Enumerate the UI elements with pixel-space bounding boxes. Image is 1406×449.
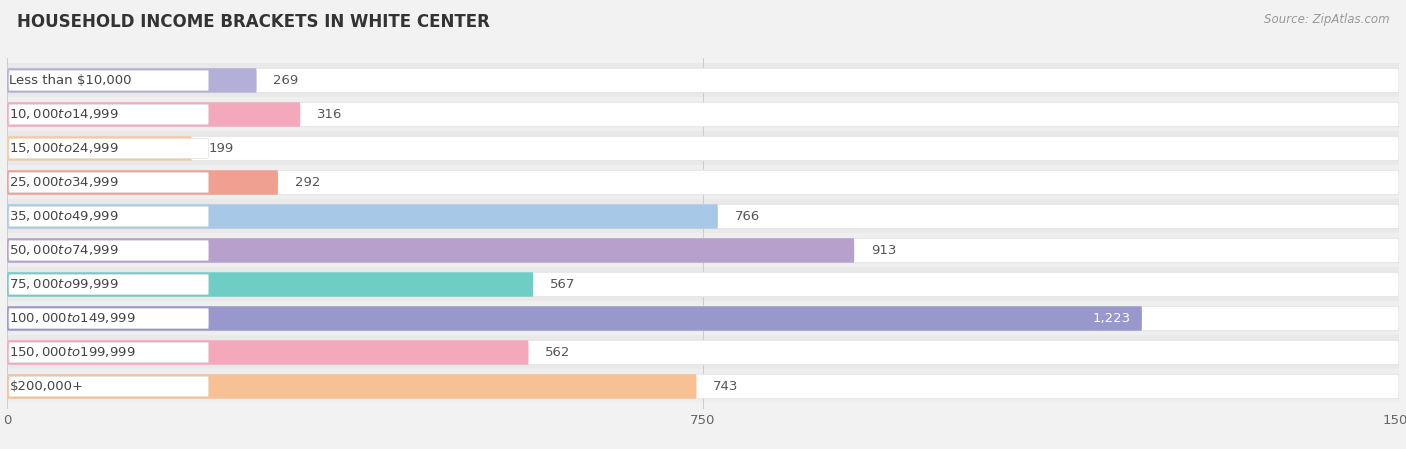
Text: 766: 766 [734, 210, 759, 223]
FancyBboxPatch shape [8, 274, 208, 295]
FancyBboxPatch shape [7, 272, 533, 297]
FancyBboxPatch shape [8, 376, 208, 396]
Text: 562: 562 [546, 346, 571, 359]
FancyBboxPatch shape [8, 343, 208, 362]
FancyBboxPatch shape [8, 70, 208, 91]
FancyBboxPatch shape [7, 204, 718, 229]
Text: 199: 199 [208, 142, 233, 155]
FancyBboxPatch shape [7, 272, 1399, 297]
FancyBboxPatch shape [8, 138, 208, 158]
FancyBboxPatch shape [7, 136, 1399, 161]
FancyBboxPatch shape [7, 199, 1399, 233]
Text: $150,000 to $199,999: $150,000 to $199,999 [10, 345, 136, 360]
FancyBboxPatch shape [7, 97, 1399, 132]
FancyBboxPatch shape [7, 374, 696, 399]
FancyBboxPatch shape [7, 63, 1399, 97]
FancyBboxPatch shape [8, 105, 208, 124]
FancyBboxPatch shape [7, 238, 855, 263]
Text: $15,000 to $24,999: $15,000 to $24,999 [10, 141, 120, 155]
FancyBboxPatch shape [7, 301, 1399, 335]
FancyBboxPatch shape [7, 170, 278, 195]
Text: $10,000 to $14,999: $10,000 to $14,999 [10, 107, 120, 122]
FancyBboxPatch shape [7, 166, 1399, 199]
FancyBboxPatch shape [7, 374, 1399, 399]
Text: $25,000 to $34,999: $25,000 to $34,999 [10, 176, 120, 189]
FancyBboxPatch shape [7, 68, 257, 92]
FancyBboxPatch shape [7, 132, 1399, 166]
Text: $200,000+: $200,000+ [10, 380, 83, 393]
Text: $75,000 to $99,999: $75,000 to $99,999 [10, 277, 120, 291]
Text: 913: 913 [870, 244, 897, 257]
FancyBboxPatch shape [8, 308, 208, 329]
FancyBboxPatch shape [7, 340, 529, 365]
Text: $50,000 to $74,999: $50,000 to $74,999 [10, 243, 120, 257]
FancyBboxPatch shape [8, 241, 208, 260]
Text: HOUSEHOLD INCOME BRACKETS IN WHITE CENTER: HOUSEHOLD INCOME BRACKETS IN WHITE CENTE… [17, 13, 489, 31]
Text: 567: 567 [550, 278, 575, 291]
Text: 316: 316 [316, 108, 342, 121]
FancyBboxPatch shape [7, 335, 1399, 370]
FancyBboxPatch shape [8, 172, 208, 193]
Text: $35,000 to $49,999: $35,000 to $49,999 [10, 210, 120, 224]
FancyBboxPatch shape [7, 136, 191, 161]
FancyBboxPatch shape [7, 306, 1142, 331]
Text: 743: 743 [713, 380, 738, 393]
Text: Source: ZipAtlas.com: Source: ZipAtlas.com [1264, 13, 1389, 26]
Text: $100,000 to $149,999: $100,000 to $149,999 [10, 312, 136, 326]
FancyBboxPatch shape [7, 102, 1399, 127]
FancyBboxPatch shape [7, 170, 1399, 195]
FancyBboxPatch shape [7, 340, 1399, 365]
FancyBboxPatch shape [7, 233, 1399, 268]
Text: Less than $10,000: Less than $10,000 [10, 74, 132, 87]
FancyBboxPatch shape [7, 204, 1399, 229]
Text: 292: 292 [295, 176, 321, 189]
FancyBboxPatch shape [7, 370, 1399, 404]
Text: 1,223: 1,223 [1092, 312, 1130, 325]
FancyBboxPatch shape [7, 238, 1399, 263]
Text: 269: 269 [273, 74, 298, 87]
FancyBboxPatch shape [8, 207, 208, 226]
FancyBboxPatch shape [7, 102, 301, 127]
FancyBboxPatch shape [7, 68, 1399, 92]
FancyBboxPatch shape [7, 268, 1399, 301]
FancyBboxPatch shape [7, 306, 1399, 331]
